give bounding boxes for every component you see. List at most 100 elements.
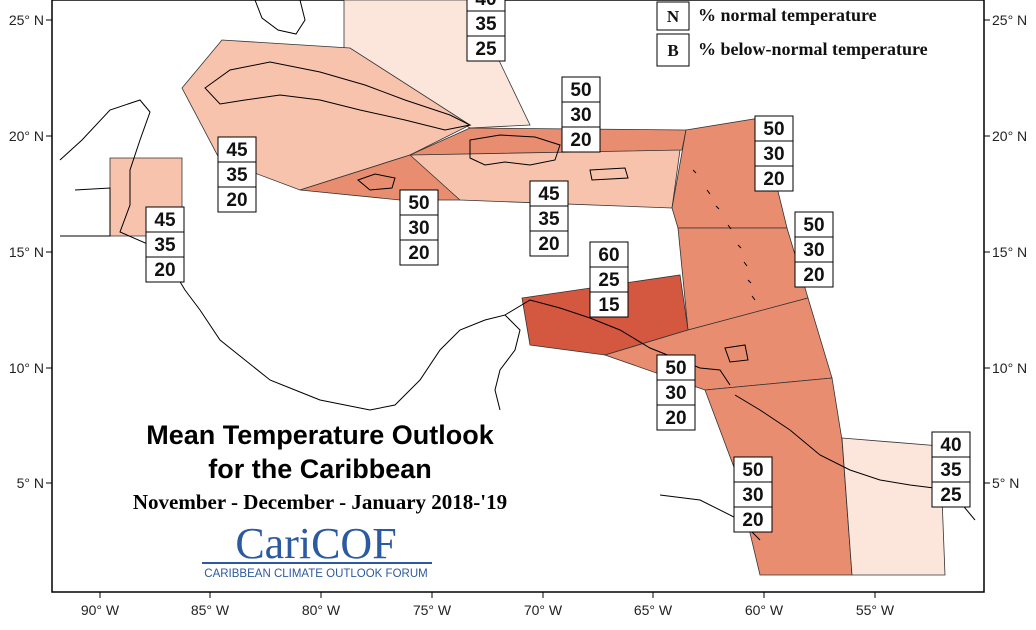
lon-axis: 90° W 85° W 80° W 75° W 70° W 65° W 60° … <box>81 592 895 618</box>
prob-normal-value: 25 <box>598 270 620 291</box>
prob-normal-value: 35 <box>154 235 176 256</box>
prob-below-value: 20 <box>742 510 763 531</box>
prob-cell <box>589 291 629 318</box>
prob-above-value: 60 <box>598 245 619 266</box>
prob-below-value: 20 <box>570 130 591 151</box>
prob-below-value: 25 <box>940 485 962 506</box>
legend: N % normal temperature B % below-normal … <box>656 1 928 67</box>
prob-cell <box>561 126 601 153</box>
lon-tick-label: 65° W <box>634 602 673 618</box>
lat-tick-label: 10° N <box>9 360 44 376</box>
lat-tick-label: 25° N <box>992 12 1027 28</box>
prob-cell <box>754 140 794 167</box>
legend-key-normal: N <box>667 7 680 26</box>
lat-axis-left: 25° N 20° N 15° N 10° N 5° N <box>9 12 52 491</box>
lat-tick-label: 15° N <box>9 244 44 260</box>
prob-box-windward-islands: 50 30 20 <box>794 211 834 288</box>
lat-tick-label: 15° N <box>992 244 1027 260</box>
probability-boxes: 45 35 20 45 35 20 40 35 25 50 30 20 45 35 20 50 30 20 50 30… <box>145 0 971 533</box>
prob-above-value: 50 <box>763 119 784 140</box>
prob-cell <box>561 76 601 103</box>
prob-cell <box>589 241 629 268</box>
zone-suriname-guiana <box>841 437 946 576</box>
lat-tick-label: 20° N <box>9 128 44 144</box>
prob-cell <box>529 180 569 207</box>
lon-tick-label: 60° W <box>745 602 784 618</box>
prob-cell <box>145 206 185 233</box>
title-line-1: Mean Temperature Outlook <box>146 420 495 450</box>
prob-normal-value: 35 <box>940 460 962 481</box>
logo-tagline: CARIBBEAN CLIMATE OUTLOOK FORUM <box>204 568 427 580</box>
legend-key-box <box>656 1 690 31</box>
logo-wordmark: CariCOF <box>235 519 396 568</box>
prob-normal-value: 30 <box>665 383 686 404</box>
prob-normal-value: 35 <box>475 14 497 35</box>
prob-below-value: 25 <box>475 39 497 60</box>
prob-below-value: 20 <box>665 408 686 429</box>
prob-box-trinidad: 50 30 20 <box>656 354 696 431</box>
prob-above-value: 40 <box>475 0 496 10</box>
prob-below-value: 20 <box>408 243 429 264</box>
lat-axis-right: 25° N 20° N 15° N 10° N 5° N <box>984 12 1027 491</box>
prob-normal-value: 35 <box>538 209 560 230</box>
prob-above-value: 45 <box>538 184 560 205</box>
title-block: Mean Temperature Outlook for the Caribbe… <box>133 420 507 514</box>
prob-below-value: 15 <box>598 295 620 316</box>
prob-cell <box>931 456 971 483</box>
prob-box-cuba: 45 35 20 <box>217 136 257 213</box>
legend-key-below: B <box>667 41 678 60</box>
caricof-logo: CariCOF CARIBBEAN CLIMATE OUTLOOK FORUM <box>202 519 432 580</box>
prob-above-value: 40 <box>940 435 961 456</box>
prob-cell <box>399 214 439 241</box>
prob-cell <box>217 136 257 163</box>
prob-box-hispaniola-south: 45 35 20 <box>529 180 569 257</box>
prob-above-value: 50 <box>665 358 686 379</box>
lat-tick-label: 25° N <box>9 12 44 28</box>
prob-cell <box>529 230 569 257</box>
prob-normal-value: 30 <box>742 485 763 506</box>
prob-box-abc-islands: 60 25 15 <box>589 241 629 318</box>
prob-box-leeward-islands: 50 30 20 <box>754 115 794 192</box>
prob-above-value: 50 <box>742 460 763 481</box>
prob-normal-value: 30 <box>803 240 824 261</box>
prob-cell <box>733 481 773 508</box>
lat-tick-label: 5° N <box>17 475 44 491</box>
prob-box-guyana: 50 30 20 <box>733 456 773 533</box>
prob-cell <box>217 186 257 213</box>
prob-cell <box>656 404 696 431</box>
prob-below-value: 20 <box>154 260 175 281</box>
prob-cell <box>466 35 506 62</box>
prob-above-value: 50 <box>570 80 591 101</box>
lon-tick-label: 75° W <box>413 602 452 618</box>
prob-cell <box>466 10 506 37</box>
lon-tick-label: 85° W <box>191 602 230 618</box>
lat-tick-label: 20° N <box>992 128 1027 144</box>
lon-tick-label: 70° W <box>524 602 563 618</box>
prob-below-value: 20 <box>763 169 784 190</box>
prob-normal-value: 30 <box>763 144 784 165</box>
prob-cell <box>589 266 629 293</box>
lon-tick-label: 80° W <box>302 602 341 618</box>
prob-box-jamaica: 50 30 20 <box>399 189 439 266</box>
prob-above-value: 50 <box>408 193 429 214</box>
prob-above-value: 50 <box>803 215 824 236</box>
legend-key-box <box>656 33 690 67</box>
prob-normal-value: 35 <box>226 165 248 186</box>
title-period: November - December - January 2018-'19 <box>133 490 507 514</box>
prob-below-value: 20 <box>803 265 824 286</box>
title-line-2: for the Caribbean <box>208 454 432 484</box>
prob-cell <box>529 205 569 232</box>
lon-tick-label: 55° W <box>856 602 895 618</box>
prob-cell <box>754 115 794 142</box>
prob-above-value: 45 <box>226 140 248 161</box>
prob-normal-value: 30 <box>408 218 429 239</box>
prob-box-belize: 45 35 20 <box>145 206 185 283</box>
prob-cell <box>399 189 439 216</box>
lon-tick-label: 90° W <box>81 602 120 618</box>
prob-cell <box>794 261 834 288</box>
prob-cell <box>145 256 185 283</box>
prob-box-greater-antilles-east: 50 30 20 <box>561 76 601 153</box>
lat-tick-label: 10° N <box>992 360 1027 376</box>
prob-below-value: 20 <box>226 190 247 211</box>
